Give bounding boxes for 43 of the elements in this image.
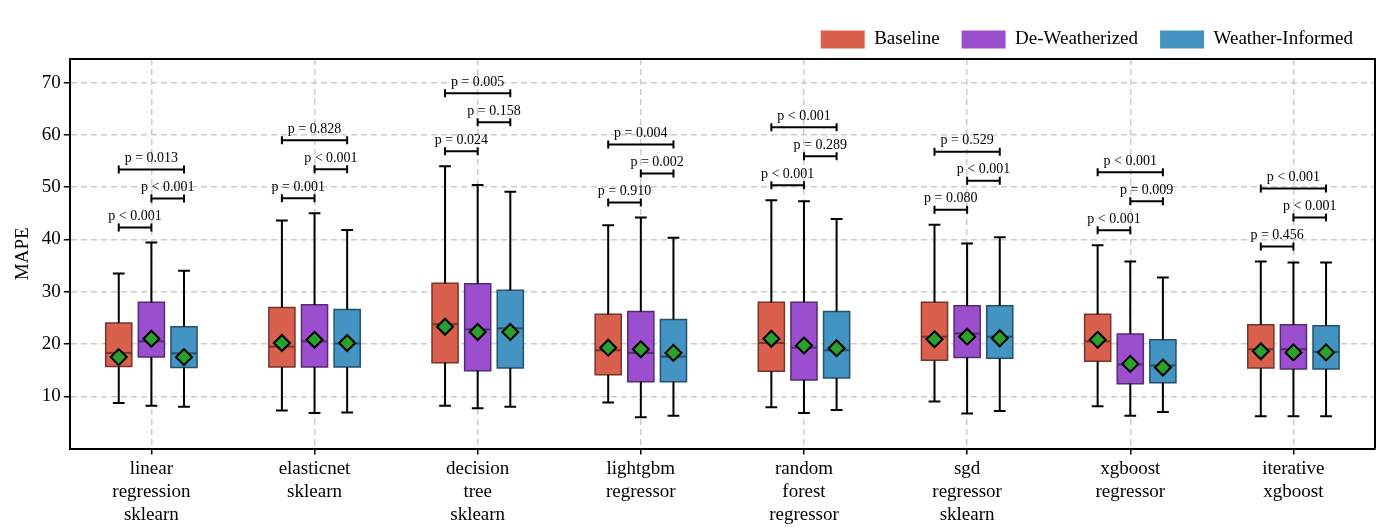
x-tick-label: elasticnet sklearn: [278, 456, 352, 501]
annotation: p = 0.158: [467, 102, 521, 118]
annotation: p < 0.001: [777, 107, 831, 123]
y-tick-label: 70: [41, 70, 61, 92]
annotation: p = 0.002: [630, 154, 684, 170]
annotation: p = 0.009: [1119, 181, 1174, 197]
x-tick-label: iterative xgboost: [1262, 456, 1325, 501]
annotation: p = 0.080: [924, 190, 978, 206]
annotation: p < 0.001: [956, 161, 1011, 177]
y-tick-label: 50: [41, 175, 61, 197]
legend-label: Weather-Informed: [1213, 27, 1354, 49]
annotation: p = 0.005: [450, 73, 505, 89]
y-tick-label: 40: [41, 227, 61, 249]
y-tick-label: 60: [41, 122, 61, 144]
y-axis-title: MAPE: [11, 227, 33, 281]
annotation: p = 0.910: [597, 183, 652, 199]
annotation: p = 0.013: [124, 150, 179, 166]
y-tick-label: 10: [41, 384, 61, 406]
annotation: p = 0.289: [793, 136, 847, 152]
x-tick-label: xgboost regressor: [1095, 456, 1166, 501]
x-tick-label: decision tree sklearn: [446, 456, 510, 524]
annotation: p < 0.001: [140, 179, 195, 195]
annotation: p = 0.828: [287, 120, 342, 136]
annotation: p < 0.001: [1283, 198, 1337, 214]
annotation: p = 0.024: [434, 131, 489, 147]
annotation: p = 0.001: [271, 178, 325, 194]
x-tick-label: linear regression sklearn: [112, 456, 191, 524]
annotation: p < 0.001: [760, 165, 815, 181]
x-tick-label: random forest regressor: [769, 456, 840, 524]
annotation: p < 0.001: [304, 149, 358, 165]
annotation: p < 0.001: [1087, 210, 1141, 226]
annotation: p = 0.456: [1250, 227, 1304, 243]
y-tick-label: 20: [41, 331, 61, 353]
annotation: p = 0.529: [940, 132, 994, 148]
annotation: p < 0.001: [1103, 152, 1157, 168]
x-tick-label: lightgbm regressor: [606, 456, 677, 501]
legend-label: De-Weatherized: [1015, 27, 1139, 49]
annotation: p = 0.004: [614, 125, 668, 141]
y-tick-label: 30: [41, 279, 61, 301]
annotation: p < 0.001: [108, 208, 162, 224]
annotation: p < 0.001: [1266, 169, 1321, 185]
legend-label: Baseline: [874, 27, 940, 49]
x-tick-label: sgd regressor sklearn: [932, 456, 1003, 524]
